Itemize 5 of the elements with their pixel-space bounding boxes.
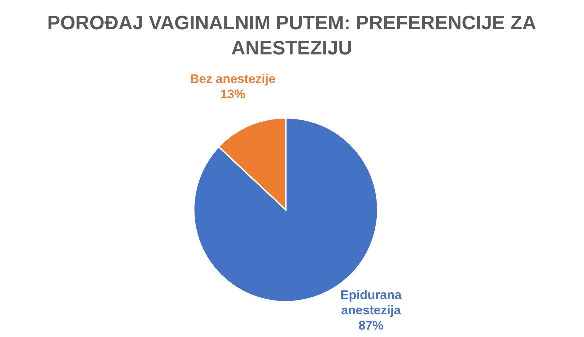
data-label: 87% <box>359 321 384 330</box>
slice-label: Epidurana anestezija <box>342 290 402 318</box>
chart-title: POROĐAJ VAGINALNIM PUTEM: PREFERENCIJE ZA ANESTEZIJU <box>48 16 536 55</box>
data-label: 13% <box>221 90 246 99</box>
slice-label: Bez anestezije <box>191 74 276 86</box>
